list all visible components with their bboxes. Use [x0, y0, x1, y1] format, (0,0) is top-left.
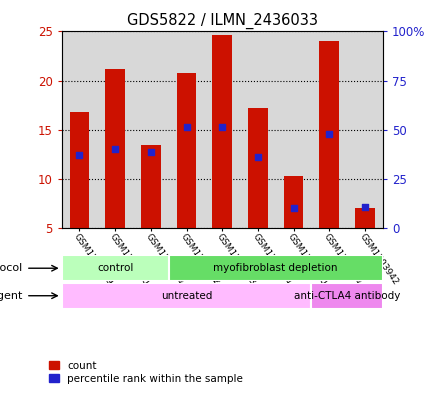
Text: control: control	[97, 263, 133, 273]
Text: untreated: untreated	[161, 291, 212, 301]
Point	[326, 130, 333, 137]
Point	[112, 146, 119, 152]
Point	[290, 205, 297, 211]
Bar	[355, 208, 375, 228]
Bar	[141, 145, 161, 228]
Bar	[177, 73, 196, 228]
Legend: count, percentile rank within the sample: count, percentile rank within the sample	[49, 361, 243, 384]
Bar	[169, 255, 383, 281]
Bar	[312, 283, 383, 309]
Bar	[248, 108, 268, 228]
Point	[254, 154, 261, 160]
Bar	[213, 35, 232, 228]
Bar	[284, 176, 304, 228]
Bar	[62, 255, 169, 281]
Title: GDS5822 / ILMN_2436033: GDS5822 / ILMN_2436033	[127, 13, 318, 29]
Bar	[62, 283, 312, 309]
Bar	[105, 69, 125, 228]
Point	[219, 123, 226, 130]
Point	[76, 152, 83, 158]
Text: protocol: protocol	[0, 263, 22, 273]
Text: agent: agent	[0, 291, 22, 301]
Bar	[319, 41, 339, 228]
Point	[361, 204, 368, 211]
Point	[147, 149, 154, 156]
Bar	[70, 112, 89, 228]
Point	[183, 123, 190, 130]
Text: anti-CTLA4 antibody: anti-CTLA4 antibody	[294, 291, 400, 301]
Text: myofibroblast depletion: myofibroblast depletion	[213, 263, 338, 273]
